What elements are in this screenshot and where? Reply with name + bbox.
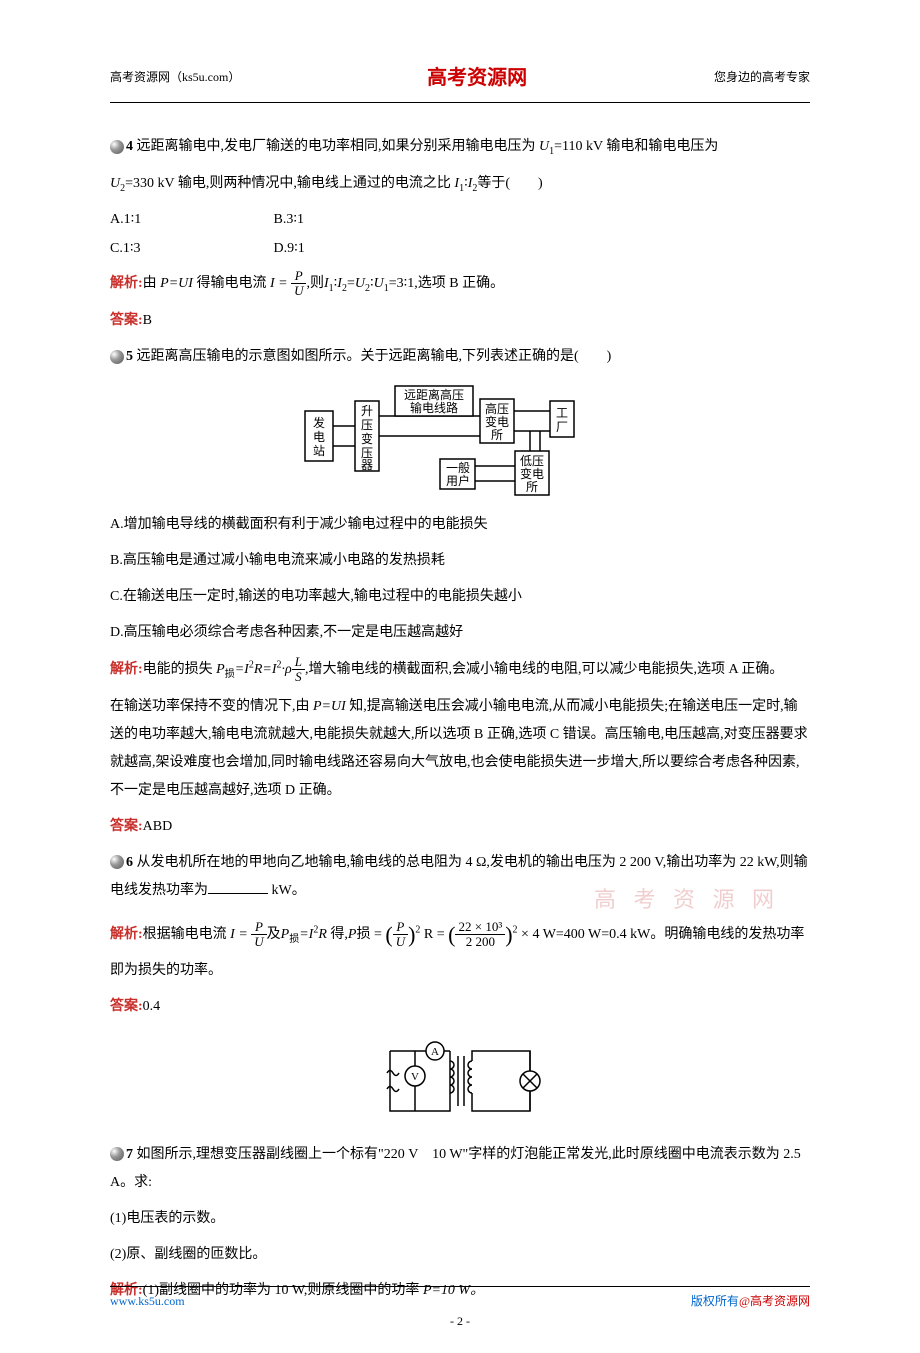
svg-text:V: V xyxy=(411,1071,419,1083)
q5-answer: 答案:ABD xyxy=(110,813,810,841)
circuit-svg: A V xyxy=(370,1031,550,1131)
q6-number: 6 xyxy=(126,855,133,870)
q7-stem: 7 如图所示,理想变压器副线圈上一个标有"220 V 10 W"字样的灯泡能正常… xyxy=(110,1141,810,1197)
answer-label: 答案: xyxy=(110,819,143,834)
svg-text:所: 所 xyxy=(491,428,503,442)
bullet-icon xyxy=(110,140,124,154)
analysis-label: 解析: xyxy=(110,276,143,291)
svg-text:变: 变 xyxy=(361,431,373,446)
q4-stem-line2: U2=330 kV 输电,则两种情况中,输电线上通过的电流之比 I1∶I2等于(… xyxy=(110,170,810,199)
analysis-label: 解析: xyxy=(110,662,143,677)
q6-stem: 6 从发电机所在地的甲地向乙地输电,输电线的总电阻为 4 Ω,发电机的输出电压为… xyxy=(110,849,810,905)
paren-icon: ( xyxy=(385,922,392,947)
q5-stem: 5 远距离高压输电的示意图如图所示。关于远距离输电,下列表述正确的是( ) xyxy=(110,343,810,371)
svg-text:电: 电 xyxy=(313,430,325,444)
q4-optD: D.9∶1 xyxy=(274,236,434,261)
svg-text:站: 站 xyxy=(313,444,325,458)
q6-analysis: 解析:根据输电电流 I = PU及P损=I2R 得,P损 = (PU)2 R =… xyxy=(110,913,810,985)
svg-text:所: 所 xyxy=(526,480,538,494)
svg-text:变电: 变电 xyxy=(485,414,509,429)
svg-text:变电: 变电 xyxy=(520,466,544,481)
q7-number: 7 xyxy=(126,1147,133,1162)
q5-number: 5 xyxy=(126,349,133,364)
bullet-icon xyxy=(110,855,124,869)
q5-analysis-1: 解析:电能的损失 P损=I2R=I2·ρLS,增大输电线的横截面积,会减小输电线… xyxy=(110,655,810,685)
q5-optC: C.在输送电压一定时,输送的电功率越大,输电过程中的电能损失越小 xyxy=(110,583,810,611)
page-footer: www.ks5u.com 版权所有@高考资源网 xyxy=(110,1286,810,1313)
header-center-logo: 高考资源网 xyxy=(427,60,527,96)
q4-options-row2: C.1∶3 D.9∶1 xyxy=(110,236,810,261)
q5-analysis-2: 在输送功率保持不变的情况下,由 P=UI 知,提高输送电压会减小输电电流,从而减… xyxy=(110,693,810,805)
svg-text:厂: 厂 xyxy=(556,420,568,434)
bullet-icon xyxy=(110,350,124,364)
svg-text:远距离高压: 远距离高压 xyxy=(404,387,464,402)
q7-circuit: A V xyxy=(110,1031,810,1131)
fraction: PU xyxy=(291,269,306,299)
answer-label: 答案: xyxy=(110,313,143,328)
fill-blank xyxy=(208,880,268,894)
svg-text:用户: 用户 xyxy=(446,473,470,488)
q4-analysis: 解析:由 P=UI 得输电电流 I = PU,则I1∶I2=U2∶U1=3∶1,… xyxy=(110,269,810,299)
q4-number: 4 xyxy=(126,139,133,154)
bullet-icon xyxy=(110,1147,124,1161)
fraction: PU xyxy=(251,920,266,950)
paren-icon: ) xyxy=(505,922,512,947)
svg-text:发: 发 xyxy=(313,415,325,430)
q4-optB: B.3∶1 xyxy=(274,207,434,232)
answer-label: 答案: xyxy=(110,999,143,1014)
q4-optC: C.1∶3 xyxy=(110,236,270,261)
svg-text:低压: 低压 xyxy=(520,454,544,468)
header-right: 您身边的高考专家 xyxy=(714,67,810,89)
q5-optB: B.高压输电是通过减小输电电流来减小电路的发热损耗 xyxy=(110,547,810,575)
fraction: 22 × 10³2 200 xyxy=(455,920,505,950)
q4-optA: A.1∶1 xyxy=(110,207,270,232)
svg-text:压: 压 xyxy=(361,418,373,432)
page-number: - 2 - xyxy=(0,1311,920,1333)
q4-answer: 答案:B xyxy=(110,307,810,335)
svg-text:器: 器 xyxy=(361,458,373,472)
transmission-diagram-svg: 发电站 升压变压器 远距离高压输电线路 高压变电所 工厂 低压变电所 xyxy=(300,381,620,501)
q4-stem: 4 远距离输电中,发电厂输送的电功率相同,如果分别采用输电电压为 U1=110 … xyxy=(110,133,810,162)
fraction: PU xyxy=(393,920,408,950)
svg-text:升: 升 xyxy=(361,404,373,418)
q7-sub1: (1)电压表的示数。 xyxy=(110,1205,810,1233)
q6-answer: 答案:0.4 xyxy=(110,993,810,1021)
q4-options-row1: A.1∶1 B.3∶1 xyxy=(110,207,810,232)
paren-icon: ( xyxy=(448,922,455,947)
q5-optA: A.增加输电导线的横截面积有利于减少输电过程中的电能损失 xyxy=(110,511,810,539)
header-left: 高考资源网（ks5u.com） xyxy=(110,67,240,89)
svg-text:工: 工 xyxy=(556,406,568,420)
page-header: 高考资源网（ks5u.com） 高考资源网 您身边的高考专家 xyxy=(110,60,810,103)
q5-diagram: 发电站 升压变压器 远距离高压输电线路 高压变电所 工厂 低压变电所 xyxy=(110,381,810,501)
analysis-label: 解析: xyxy=(110,927,143,942)
svg-text:输电线路: 输电线路 xyxy=(410,400,458,415)
svg-text:A: A xyxy=(431,1046,439,1058)
svg-text:一般: 一般 xyxy=(446,460,470,475)
fraction: LS xyxy=(292,655,305,685)
q5-optD: D.高压输电必须综合考虑各种因素,不一定是电压越高越好 xyxy=(110,619,810,647)
q7-sub2: (2)原、副线圈的匝数比。 xyxy=(110,1241,810,1269)
svg-text:高压: 高压 xyxy=(485,401,509,416)
